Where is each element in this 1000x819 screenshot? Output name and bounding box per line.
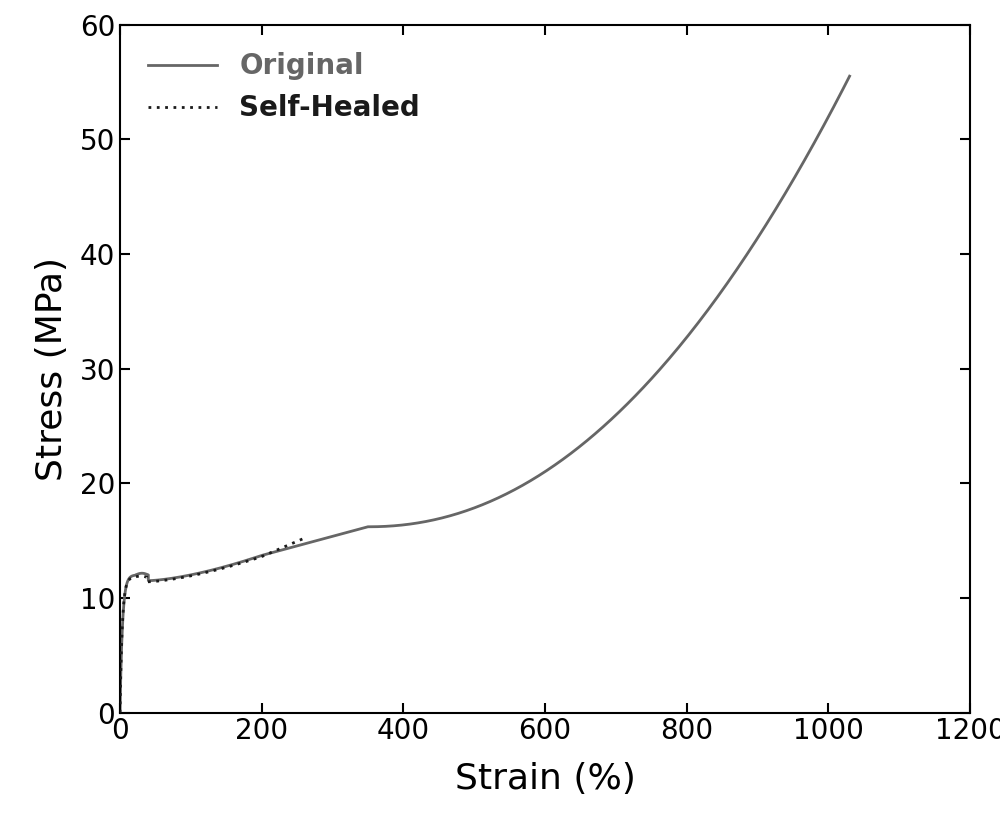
Line: Self-Healed: Self-Healed: [120, 538, 304, 713]
Self-Healed: [204, 567, 216, 577]
Self-Healed: [298, 533, 310, 543]
Self-Healed: [217, 563, 229, 573]
Self-Healed: [216, 563, 228, 573]
Self-Healed: [118, 600, 130, 610]
Line: Original: Original: [120, 76, 850, 713]
Original: [515, 482, 527, 491]
Self-Healed: [114, 708, 126, 717]
Legend: Original, Self-Healed: Original, Self-Healed: [134, 38, 434, 136]
Self-Healed: [141, 572, 153, 582]
Original: [844, 71, 856, 81]
Original: [245, 554, 257, 563]
Original: [132, 569, 144, 579]
Y-axis label: Stress (MPa): Stress (MPa): [35, 256, 69, 481]
Self-Healed: [256, 552, 268, 562]
Original: [491, 494, 503, 504]
X-axis label: Strain (%): Strain (%): [455, 762, 635, 796]
Original: [114, 708, 126, 717]
Original: [626, 394, 638, 404]
Original: [146, 576, 158, 586]
